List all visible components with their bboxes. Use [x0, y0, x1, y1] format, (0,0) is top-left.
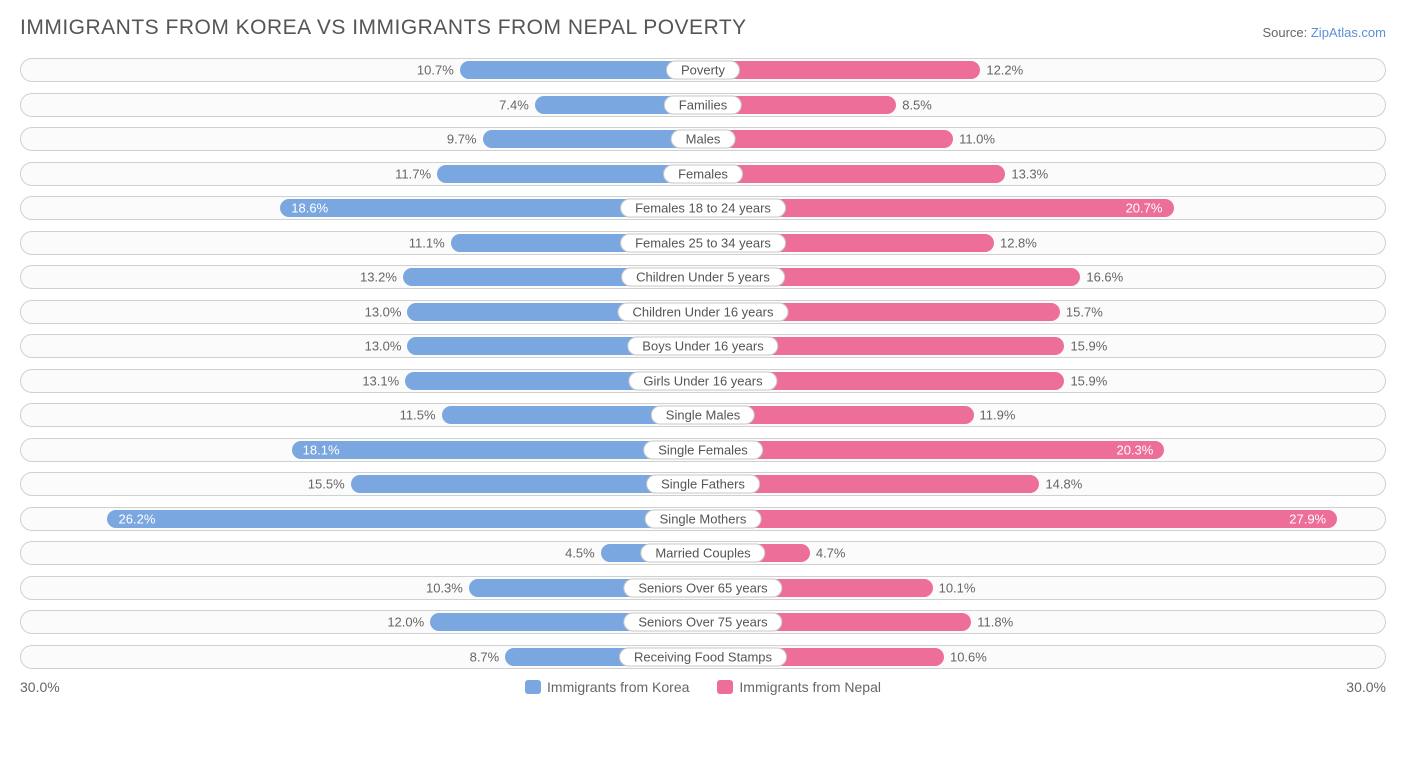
legend-item-korea: Immigrants from Korea [525, 679, 689, 695]
chart-row: 9.7% 11.0% Males [20, 127, 1386, 151]
bar-nepal [703, 510, 1337, 528]
chart-row: 13.0% 15.9% Boys Under 16 years [20, 334, 1386, 358]
legend-item-nepal: Immigrants from Nepal [717, 679, 881, 695]
value-label-korea: 26.2% [119, 511, 156, 526]
legend-swatch-icon [525, 680, 541, 694]
value-label-nepal: 12.2% [986, 63, 1023, 78]
axis-max-left: 30.0% [20, 679, 60, 695]
value-label-korea: 13.0% [365, 304, 402, 319]
chart-row: 7.4% 8.5% Families [20, 93, 1386, 117]
value-label-nepal: 4.7% [816, 546, 846, 561]
category-label: Poverty [666, 61, 740, 80]
value-label-nepal: 20.7% [1126, 201, 1163, 216]
chart-row: 8.7% 10.6% Receiving Food Stamps [20, 645, 1386, 669]
value-label-korea: 8.7% [470, 649, 500, 664]
category-label: Single Females [643, 440, 763, 459]
category-label: Children Under 5 years [621, 268, 785, 287]
category-label: Single Males [651, 406, 755, 425]
value-label-korea: 11.7% [395, 166, 431, 181]
value-label-nepal: 13.3% [1011, 166, 1048, 181]
chart-row: 4.5% 4.7% Married Couples [20, 541, 1386, 565]
value-label-korea: 11.5% [400, 408, 436, 423]
bar-korea [107, 510, 703, 528]
category-label: Receiving Food Stamps [619, 647, 787, 666]
chart-row: 11.7% 13.3% Females [20, 162, 1386, 186]
category-label: Single Mothers [645, 509, 762, 528]
value-label-nepal: 10.1% [939, 580, 976, 595]
value-label-nepal: 15.9% [1070, 339, 1107, 354]
value-label-nepal: 15.9% [1070, 373, 1107, 388]
value-label-korea: 9.7% [447, 132, 477, 147]
category-label: Seniors Over 75 years [623, 613, 782, 632]
chart-row: 13.0% 15.7% Children Under 16 years [20, 300, 1386, 324]
legend-label: Immigrants from Nepal [739, 679, 881, 695]
value-label-nepal: 12.8% [1000, 235, 1037, 250]
bar-nepal [703, 61, 980, 79]
chart-row: 26.2% 27.9% Single Mothers [20, 507, 1386, 531]
chart-row: 10.7% 12.2% Poverty [20, 58, 1386, 82]
value-label-nepal: 15.7% [1066, 304, 1103, 319]
chart-row: 12.0% 11.8% Seniors Over 75 years [20, 610, 1386, 634]
value-label-nepal: 20.3% [1116, 442, 1153, 457]
chart-row: 13.2% 16.6% Children Under 5 years [20, 265, 1386, 289]
category-label: Families [664, 95, 742, 114]
chart-row: 18.1% 20.3% Single Females [20, 438, 1386, 462]
chart-row: 18.6% 20.7% Females 18 to 24 years [20, 196, 1386, 220]
value-label-nepal: 27.9% [1289, 511, 1326, 526]
value-label-nepal: 8.5% [902, 97, 932, 112]
chart-row: 11.1% 12.8% Females 25 to 34 years [20, 231, 1386, 255]
diverging-bar-chart: 10.7% 12.2% Poverty 7.4% 8.5% Families 9.7% 11.… [20, 58, 1386, 669]
value-label-korea: 13.2% [360, 270, 397, 285]
category-label: Males [671, 130, 736, 149]
chart-row: 15.5% 14.8% Single Fathers [20, 472, 1386, 496]
value-label-nepal: 16.6% [1086, 270, 1123, 285]
value-label-korea: 10.7% [417, 63, 454, 78]
value-label-korea: 11.1% [409, 235, 445, 250]
value-label-korea: 10.3% [426, 580, 463, 595]
value-label-korea: 15.5% [308, 477, 345, 492]
category-label: Seniors Over 65 years [623, 578, 782, 597]
value-label-nepal: 10.6% [950, 649, 987, 664]
chart-row: 13.1% 15.9% Girls Under 16 years [20, 369, 1386, 393]
value-label-korea: 18.1% [303, 442, 340, 457]
chart-row: 10.3% 10.1% Seniors Over 65 years [20, 576, 1386, 600]
category-label: Females 25 to 34 years [620, 233, 786, 252]
source-label: Source: [1262, 25, 1310, 40]
value-label-nepal: 14.8% [1045, 477, 1082, 492]
category-label: Children Under 16 years [618, 302, 789, 321]
category-label: Single Fathers [646, 475, 760, 494]
value-label-korea: 4.5% [565, 546, 595, 561]
bar-nepal [703, 165, 1005, 183]
legend: Immigrants from Korea Immigrants from Ne… [60, 679, 1347, 695]
bar-nepal [703, 130, 953, 148]
chart-row: 11.5% 11.9% Single Males [20, 403, 1386, 427]
axis-max-right: 30.0% [1346, 679, 1386, 695]
category-label: Girls Under 16 years [628, 371, 777, 390]
legend-swatch-icon [717, 680, 733, 694]
value-label-korea: 13.1% [362, 373, 399, 388]
value-label-korea: 18.6% [291, 201, 328, 216]
source-link[interactable]: ZipAtlas.com [1311, 25, 1386, 40]
chart-title: IMMIGRANTS FROM KOREA VS IMMIGRANTS FROM… [20, 16, 747, 40]
category-label: Boys Under 16 years [627, 337, 778, 356]
bar-korea [292, 441, 703, 459]
category-label: Females [663, 164, 743, 183]
legend-label: Immigrants from Korea [547, 679, 689, 695]
chart-header: IMMIGRANTS FROM KOREA VS IMMIGRANTS FROM… [20, 16, 1386, 40]
value-label-korea: 7.4% [499, 97, 529, 112]
value-label-nepal: 11.8% [977, 615, 1013, 630]
category-label: Females 18 to 24 years [620, 199, 786, 218]
category-label: Married Couples [640, 544, 765, 563]
bar-nepal [703, 441, 1164, 459]
value-label-korea: 12.0% [387, 615, 424, 630]
value-label-korea: 13.0% [365, 339, 402, 354]
chart-source: Source: ZipAtlas.com [1262, 25, 1386, 40]
value-label-nepal: 11.9% [980, 408, 1016, 423]
chart-footer: 30.0% Immigrants from Korea Immigrants f… [20, 679, 1386, 695]
value-label-nepal: 11.0% [959, 132, 995, 147]
